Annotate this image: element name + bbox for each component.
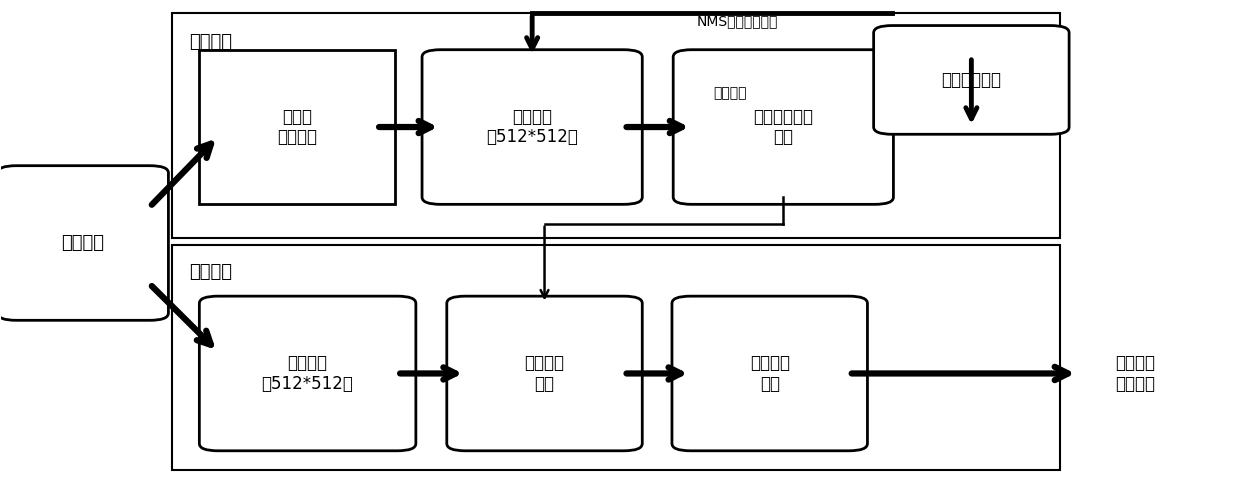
Text: 迭代训练: 迭代训练 (713, 86, 746, 100)
FancyBboxPatch shape (446, 296, 642, 451)
Text: 高清图像: 高清图像 (62, 234, 104, 252)
FancyBboxPatch shape (874, 26, 1069, 134)
Text: 模型使用: 模型使用 (190, 263, 232, 281)
Text: 图像分块
（512*512）: 图像分块 （512*512） (262, 354, 353, 393)
Text: 生成式
数据增强: 生成式 数据增强 (277, 107, 317, 146)
Bar (172, 245, 1060, 470)
FancyBboxPatch shape (672, 296, 868, 451)
Text: 裁剪图像
（512*512）: 裁剪图像 （512*512） (486, 107, 578, 146)
Text: 检测结果
融合: 检测结果 融合 (750, 354, 790, 393)
FancyBboxPatch shape (0, 166, 169, 320)
FancyBboxPatch shape (422, 50, 642, 204)
Text: NMS后的位置反馈: NMS后的位置反馈 (697, 14, 779, 28)
Text: 模型训练: 模型训练 (190, 34, 232, 52)
Text: 分块检测结果: 分块检测结果 (941, 71, 1002, 89)
Text: 交通标志
检测结果: 交通标志 检测结果 (1115, 354, 1154, 393)
Text: 交通标志检测
模型: 交通标志检测 模型 (754, 107, 813, 146)
Text: 分块检测
结果: 分块检测 结果 (525, 354, 564, 393)
FancyBboxPatch shape (673, 50, 894, 204)
FancyBboxPatch shape (200, 50, 394, 204)
FancyBboxPatch shape (200, 296, 415, 451)
Bar (172, 14, 1060, 238)
